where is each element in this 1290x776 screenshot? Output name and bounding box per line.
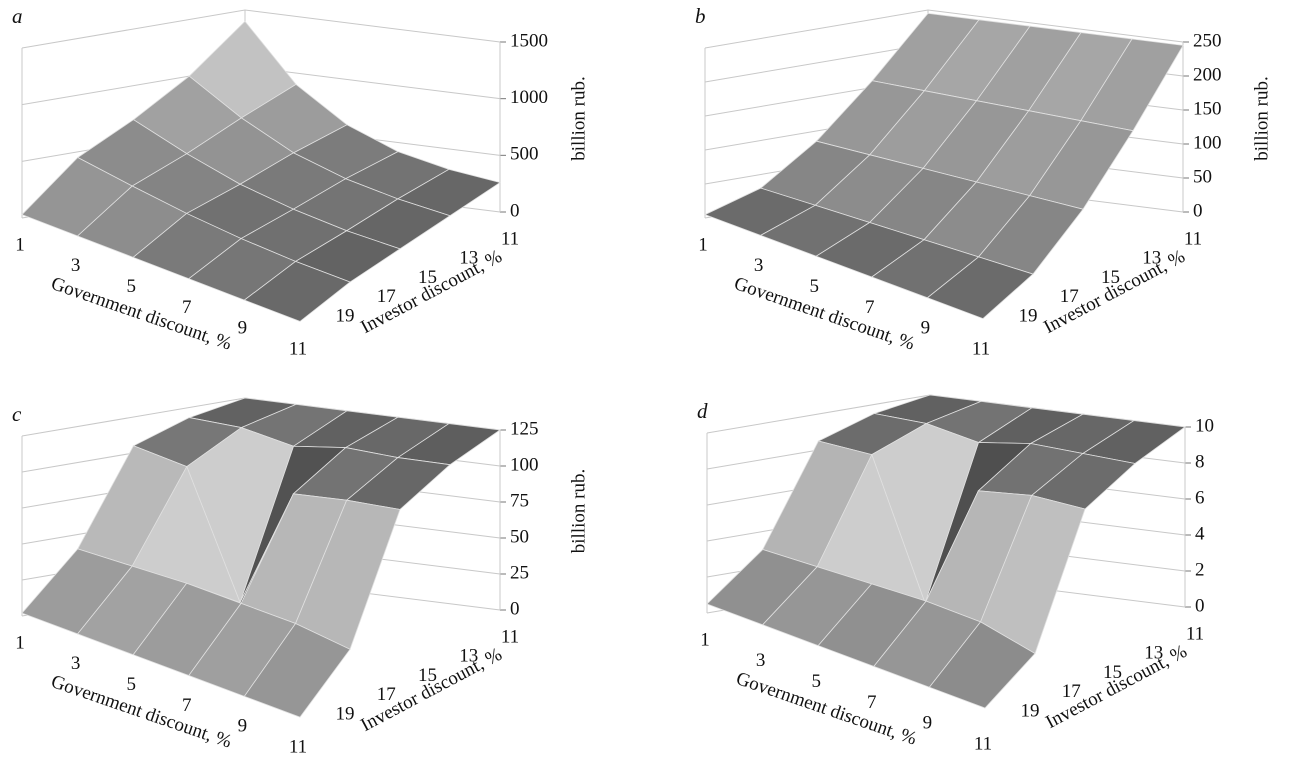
x-tick-label: 9 — [238, 318, 248, 339]
z-tick-label: 250 — [1193, 30, 1222, 51]
z-tick-label: 200 — [1193, 64, 1222, 85]
z-tick-label: 0 — [1193, 200, 1203, 221]
y-tick-label: 13 — [459, 646, 478, 667]
y-tick-label: 13 — [1142, 248, 1161, 269]
y-tick-label: 17 — [1060, 286, 1079, 307]
x-tick-label: 9 — [921, 318, 931, 339]
y-tick-label: 11 — [501, 228, 519, 249]
y-tick-label: 17 — [1062, 681, 1081, 702]
x-tick-label: 3 — [756, 650, 766, 671]
x-axis-title: Government discount, % — [731, 273, 917, 355]
x-tick-label: 1 — [698, 234, 708, 255]
x-tick-label: 1 — [700, 629, 710, 650]
z-tick-label: 0 — [1195, 595, 1205, 616]
x-tick-label: 3 — [754, 255, 764, 276]
z-tick-label: 150 — [1193, 98, 1222, 119]
y-tick-label: 15 — [418, 665, 437, 686]
z-tick-label: 0 — [510, 598, 520, 619]
x-axis-title: Government discount, % — [733, 668, 919, 750]
y-tick-label: 19 — [336, 703, 355, 724]
x-tick-label: 5 — [811, 671, 821, 692]
x-tick-label: 7 — [182, 297, 192, 318]
y-tick-label: 17 — [377, 286, 396, 307]
x-tick-label: 3 — [71, 255, 81, 276]
y-tick-label: 19 — [336, 305, 355, 326]
panel-title: d — [697, 399, 708, 423]
z-tick-label: 4 — [1195, 523, 1205, 544]
x-tick-label: 11 — [974, 733, 992, 754]
z-tick-label: 25 — [510, 562, 529, 583]
surface-face — [926, 256, 1034, 320]
x-tick-label: 5 — [126, 674, 136, 695]
z-tick-label: 6 — [1195, 487, 1205, 508]
z-tick-label: 2 — [1195, 559, 1205, 580]
z-tick-label: 8 — [1195, 451, 1205, 472]
z-tick-label: 75 — [510, 490, 529, 511]
z-tick-label: 10 — [1195, 415, 1214, 436]
y-tick-label: 15 — [1103, 662, 1122, 683]
surface-face — [243, 260, 351, 322]
panel-title: a — [12, 4, 23, 28]
z-tick-label: 50 — [510, 526, 529, 547]
x-tick-label: 1 — [15, 234, 25, 255]
z-tick-label: 100 — [1193, 132, 1222, 153]
panel-title: b — [695, 4, 706, 28]
y-tick-label: 13 — [1144, 643, 1163, 664]
y-tick-label: 13 — [459, 248, 478, 269]
z-tick-label: 1000 — [510, 87, 548, 108]
x-tick-label: 3 — [71, 653, 81, 674]
x-tick-label: 11 — [289, 338, 307, 359]
y-tick-label: 11 — [1184, 228, 1202, 249]
x-tick-label: 11 — [289, 736, 307, 757]
surface-face — [243, 622, 351, 718]
z-axis-title: billion rub. — [568, 76, 589, 160]
z-axis-title: billion rub. — [1251, 76, 1272, 160]
y-tick-label: 15 — [418, 267, 437, 288]
x-axis-title: Government discount, % — [48, 671, 234, 753]
panel-title: c — [12, 402, 22, 426]
x-tick-label: 7 — [182, 695, 192, 716]
z-tick-label: 125 — [510, 418, 539, 439]
x-tick-label: 11 — [972, 338, 990, 359]
x-tick-label: 7 — [865, 297, 875, 318]
z-tick-label: 50 — [1193, 166, 1212, 187]
x-tick-label: 9 — [238, 716, 248, 737]
x-tick-label: 9 — [923, 713, 933, 734]
y-tick-label: 17 — [377, 684, 396, 705]
x-tick-label: 5 — [126, 276, 136, 297]
y-tick-label: 19 — [1021, 700, 1040, 721]
x-tick-label: 5 — [809, 276, 819, 297]
z-tick-label: 100 — [510, 454, 539, 475]
surface-face — [928, 621, 1036, 709]
y-tick-label: 11 — [501, 626, 519, 647]
y-tick-label: 11 — [1186, 623, 1204, 644]
z-tick-label: 500 — [510, 144, 539, 165]
y-tick-label: 19 — [1019, 305, 1038, 326]
z-tick-label: 1500 — [510, 30, 548, 51]
y-tick-label: 15 — [1101, 267, 1120, 288]
x-tick-label: 7 — [867, 692, 877, 713]
z-axis-title: billion rub. — [568, 469, 589, 553]
x-tick-label: 1 — [15, 632, 25, 653]
z-tick-label: 0 — [510, 200, 520, 221]
